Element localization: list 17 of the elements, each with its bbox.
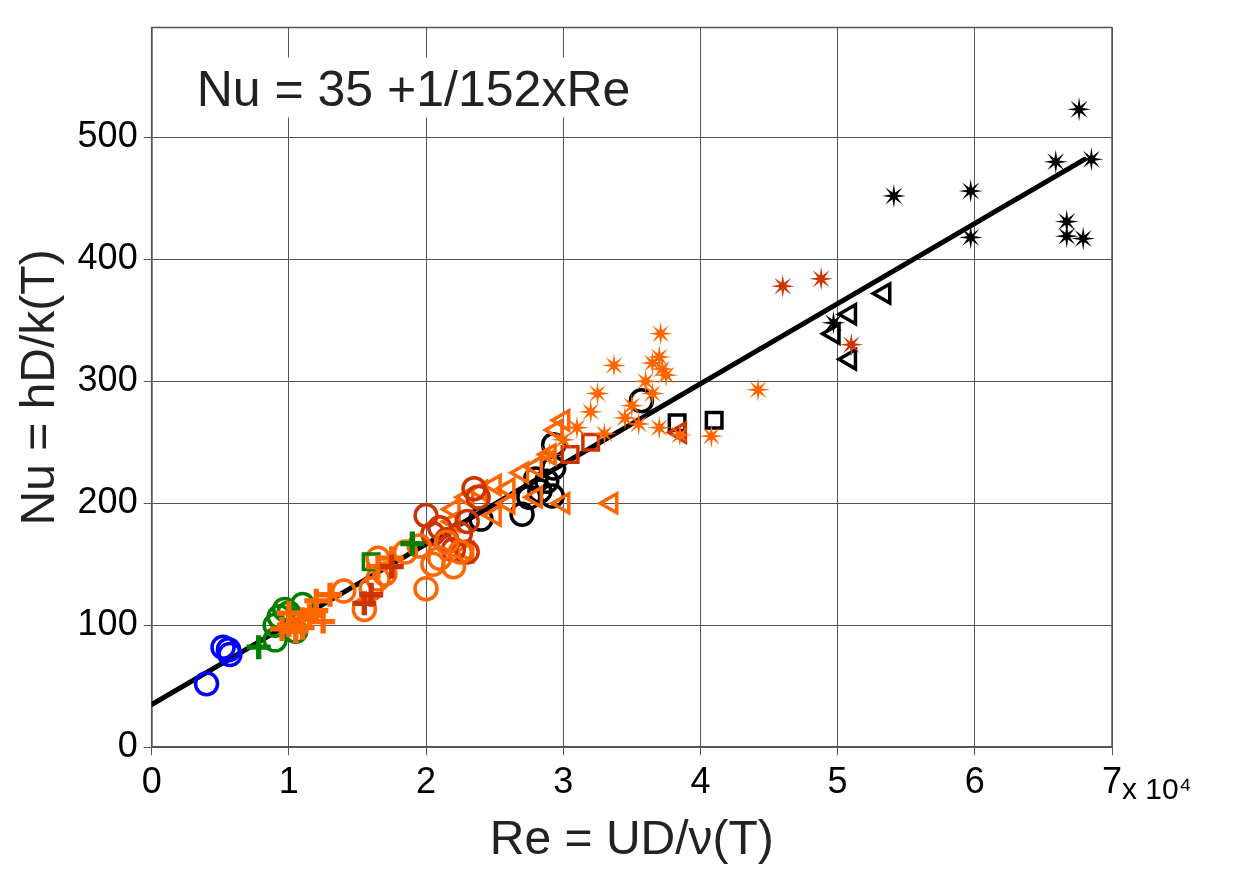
- x-tick-label: 6: [964, 759, 985, 801]
- text: x 10⁴: [1122, 772, 1192, 806]
- text: Nu = 35 +1/152xRe: [196, 60, 631, 117]
- y-tick-label: 100: [77, 602, 138, 644]
- y-tick-label: 200: [77, 480, 138, 522]
- x-tick-label: 5: [827, 759, 848, 801]
- y-tick-label: 300: [77, 358, 138, 400]
- x-tick-label: 7: [1101, 759, 1123, 801]
- x-tick-label: 3: [553, 759, 574, 801]
- x-axis-title: Re = UD/ν(T): [489, 811, 774, 865]
- y-tick-label: 400: [77, 236, 138, 278]
- y-tick-label: 0: [117, 724, 138, 766]
- y-tick-label: 500: [77, 114, 138, 156]
- x-tick-label: 4: [690, 759, 711, 801]
- y-axis-title: Nu = hD/k(T): [11, 249, 65, 526]
- x-tick-label: 1: [278, 759, 299, 801]
- x-tick-label: 2: [416, 759, 437, 801]
